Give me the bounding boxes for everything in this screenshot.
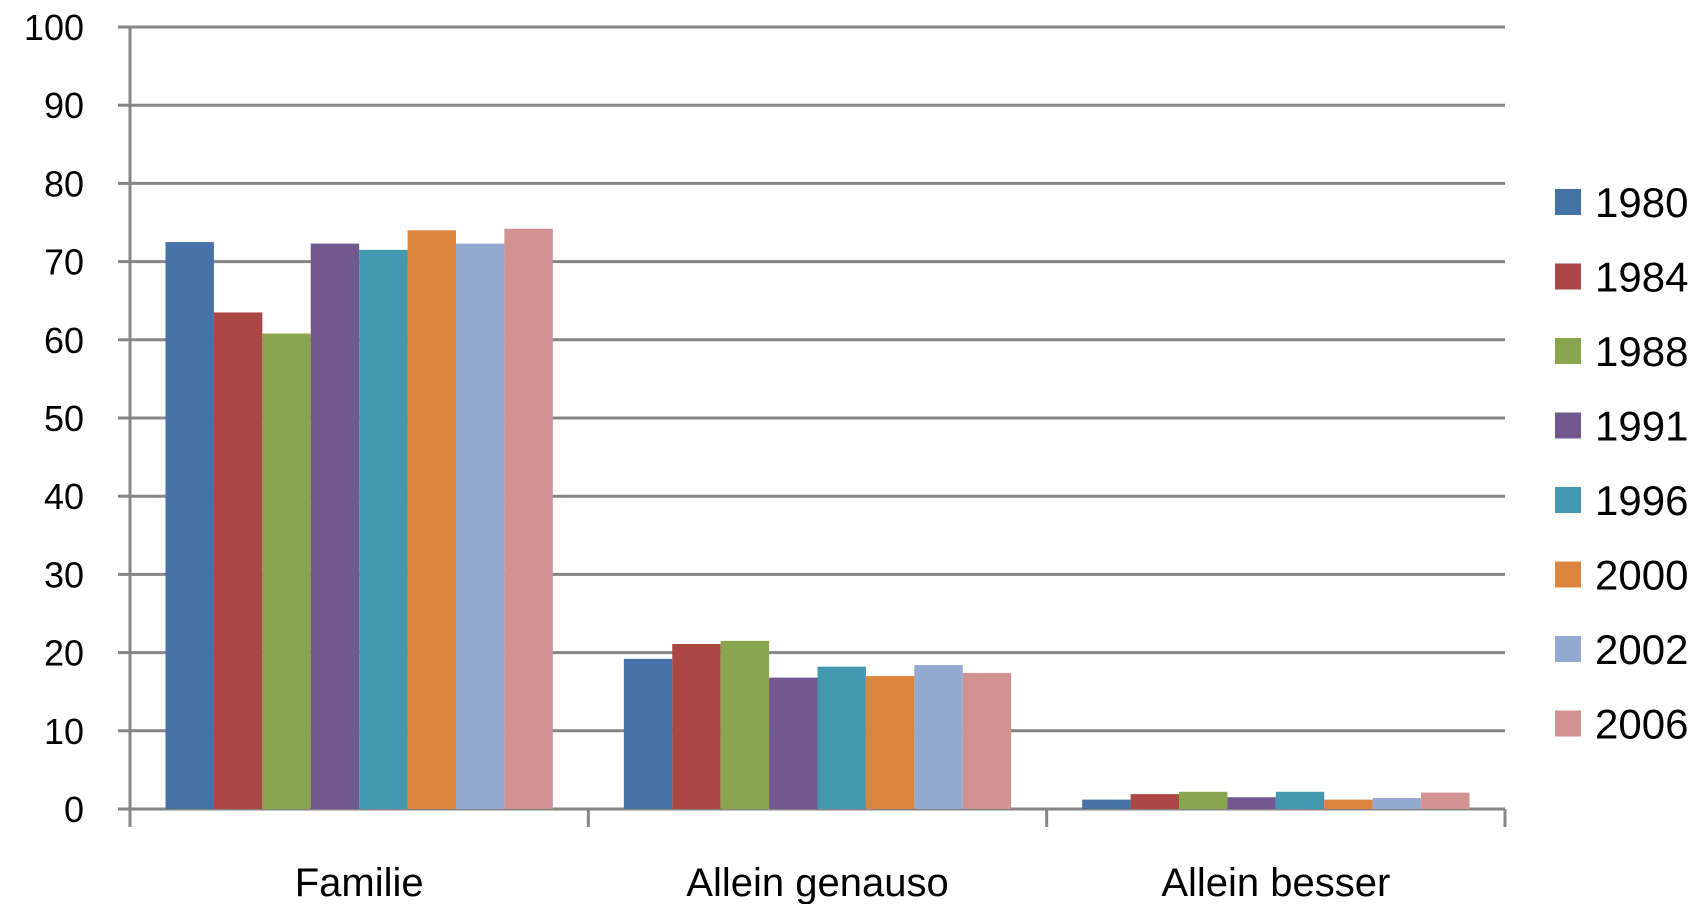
bar <box>1082 799 1131 809</box>
legend-label: 1980 <box>1595 179 1688 226</box>
bar <box>165 242 214 810</box>
y-tick-label: 90 <box>44 85 84 126</box>
legend-swatch <box>1555 710 1581 737</box>
bar <box>1179 791 1228 809</box>
bar <box>769 677 818 809</box>
y-tick-label: 60 <box>44 320 84 361</box>
x-category-label: Familie <box>295 861 424 904</box>
bar <box>817 666 866 809</box>
legend-label: 1991 <box>1595 403 1688 450</box>
y-tick-label: 100 <box>24 7 84 48</box>
y-tick-label: 50 <box>44 398 84 439</box>
bar <box>962 672 1012 809</box>
bar <box>914 665 963 809</box>
x-category-label: Allein besser <box>1161 861 1390 904</box>
legend: 1980 1984 1988 1991 1996 2000 2002 2006 <box>1555 179 1688 748</box>
bar <box>1227 797 1276 809</box>
legend-swatch <box>1555 338 1581 364</box>
legend-label: 2000 <box>1595 552 1688 599</box>
legend-label: 2002 <box>1595 626 1688 673</box>
y-tick-label: 20 <box>44 633 84 674</box>
y-tick-label: 70 <box>44 242 84 283</box>
legend-label: 2006 <box>1595 701 1688 748</box>
x-category-label: Allein genauso <box>686 861 948 904</box>
legend-swatch <box>1555 487 1581 513</box>
bars <box>165 228 1470 810</box>
y-tick-label: 80 <box>44 163 84 204</box>
bar <box>455 243 505 809</box>
axis-labels: 0 10 20 30 40 50 60 70 80 90 100 Familie Allein gena… <box>24 7 1390 904</box>
legend-swatch <box>1555 412 1581 439</box>
legend-label: 1984 <box>1595 254 1688 301</box>
bar <box>407 230 456 809</box>
bar <box>1130 794 1180 809</box>
legend-swatch <box>1555 263 1581 290</box>
legend-swatch <box>1555 636 1581 662</box>
bar <box>1324 799 1373 809</box>
bar <box>865 676 915 809</box>
y-tick-label: 10 <box>44 711 84 752</box>
y-tick-label: 30 <box>44 554 84 595</box>
bar <box>213 312 263 809</box>
bar <box>1421 792 1470 809</box>
legend-label: 1988 <box>1595 328 1688 375</box>
legend-swatch <box>1555 189 1581 215</box>
bar <box>672 643 721 809</box>
y-tick-label: 40 <box>44 476 84 517</box>
bar <box>504 228 553 810</box>
y-tick-label: 0 <box>64 789 84 830</box>
bar <box>310 243 360 809</box>
bar <box>1372 798 1422 809</box>
legend-label: 1996 <box>1595 477 1688 524</box>
bar <box>1275 791 1325 809</box>
bar <box>359 249 408 809</box>
legend-swatch <box>1555 561 1581 588</box>
bar <box>262 333 311 809</box>
bar <box>623 658 673 809</box>
bar <box>720 640 770 809</box>
